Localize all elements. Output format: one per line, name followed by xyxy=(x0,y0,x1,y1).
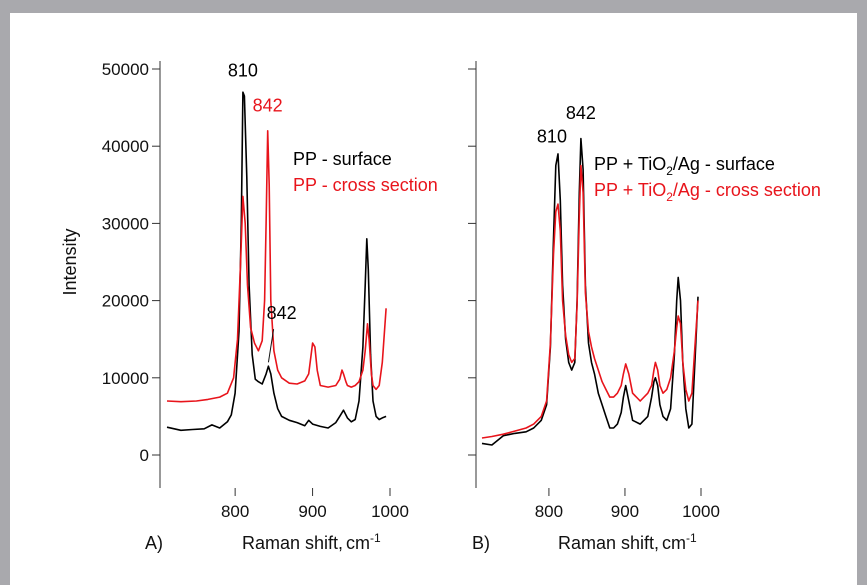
x-axis-unit-exponent: -1 xyxy=(686,531,697,545)
legend-entry: PP + TiO2/Ag - surface xyxy=(594,154,775,178)
y-tick-label: 40000 xyxy=(102,137,149,156)
legend-text: PP + TiO xyxy=(594,154,666,174)
legend-entry: PP - cross section xyxy=(293,175,438,195)
x-tick-label: 800 xyxy=(535,502,563,521)
figure-frame: 0 10000 20000 30000 40000 50000 800 900 1000 Inte… xyxy=(10,13,857,585)
chart-panel-a: 0 10000 20000 30000 40000 50000 800 900 1000 Inte… xyxy=(60,60,438,553)
series-line-cross-section xyxy=(166,130,387,403)
legend-text: /Ag - cross section xyxy=(673,180,821,200)
peak-label: 810 xyxy=(228,61,258,81)
y-tick-label: 20000 xyxy=(102,292,149,311)
peak-label: 842 xyxy=(566,103,596,123)
peak-label: 842 xyxy=(267,303,297,323)
y-tick-label: 0 xyxy=(140,446,149,465)
y-tick-label: 30000 xyxy=(102,214,149,233)
x-tick-label: 1000 xyxy=(682,502,720,521)
panel-label: B) xyxy=(472,533,490,553)
y-tick-label: 10000 xyxy=(102,369,149,388)
peak-label: 810 xyxy=(537,126,567,146)
legend-subscript: 2 xyxy=(666,190,673,204)
legend-text: PP - cross section xyxy=(293,175,438,195)
y-tick-label: 50000 xyxy=(102,60,149,79)
x-axis-label: Raman shift, cm-1 xyxy=(558,531,697,553)
legend-subscript: 2 xyxy=(666,164,673,178)
legend-text: PP + TiO xyxy=(594,180,666,200)
series-line-surface xyxy=(166,91,387,432)
panel-label: A) xyxy=(145,533,163,553)
series-line-cross-section xyxy=(481,164,699,439)
x-tick-label: 800 xyxy=(221,502,249,521)
x-axis-label-text: Raman shift, xyxy=(558,533,659,553)
legend-entry: PP + TiO2/Ag - cross section xyxy=(594,180,821,204)
legend-entry: PP - surface xyxy=(293,149,392,169)
x-tick-label: 900 xyxy=(611,502,639,521)
x-axis-unit-exponent: -1 xyxy=(370,531,381,545)
x-axis-label-text: Raman shift, xyxy=(242,533,343,553)
x-axis-label: Raman shift, cm-1 xyxy=(242,531,381,553)
series-line-surface xyxy=(481,137,699,446)
x-tick-label: 1000 xyxy=(371,502,409,521)
x-axis-unit: cm xyxy=(346,533,370,553)
legend-text: PP - surface xyxy=(293,149,392,169)
y-axis-label: Intensity xyxy=(60,228,80,295)
legend-text: /Ag - surface xyxy=(673,154,775,174)
annotation-leader-line xyxy=(267,329,275,363)
raman-figure: 0 10000 20000 30000 40000 50000 800 900 1000 Inte… xyxy=(60,60,821,553)
x-axis-unit: cm xyxy=(662,533,686,553)
peak-label: 842 xyxy=(253,95,283,115)
x-tick-label: 900 xyxy=(298,502,326,521)
